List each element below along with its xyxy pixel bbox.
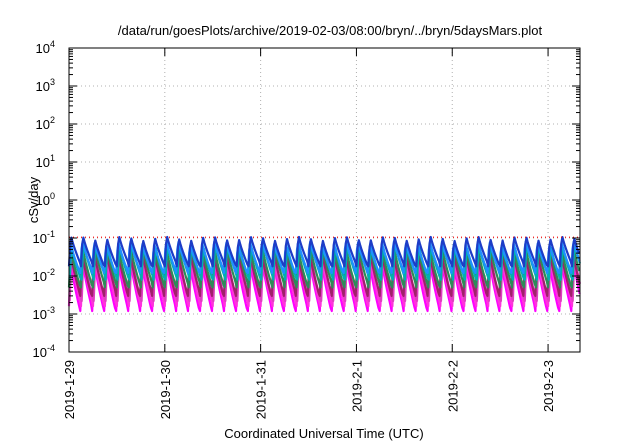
x-tick-label: 2019-1-30 (158, 360, 173, 419)
y-tick-label: 102 (36, 115, 55, 132)
grid (69, 48, 580, 352)
y-tick-label: 10-2 (33, 267, 55, 284)
x-tick-label: 2019-2-1 (349, 360, 364, 412)
x-tick-label: 2019-2-2 (445, 360, 460, 412)
y-tick-label: 101 (36, 153, 55, 170)
x-tick-label: 2019-1-29 (62, 360, 77, 419)
y-axis: 10-4 10-3 10-2 10-1 100 101 102 103 104 (33, 39, 580, 360)
chart-title: /data/run/goesPlots/archive/2019-02-03/0… (118, 23, 543, 38)
x-axis: 2019-1-29 2019-1-30 2019-1-31 2019-2-1 2019-… (62, 48, 556, 419)
y-tick-label: 10-4 (33, 343, 55, 360)
y-tick-label: 104 (36, 39, 55, 56)
series-group (67, 235, 581, 313)
y-tick-label: 103 (36, 77, 55, 94)
y-tick-label: 10-1 (33, 229, 55, 246)
y-tick-label: 100 (36, 191, 55, 208)
series-line (67, 235, 581, 268)
y-axis-label: cSv/day (26, 176, 41, 223)
x-tick-label: 2019-1-31 (254, 360, 269, 419)
y-tick-label: 10-3 (33, 305, 55, 322)
x-tick-label: 2019-2-3 (541, 360, 556, 412)
x-axis-label: Coordinated Universal Time (UTC) (224, 426, 423, 441)
